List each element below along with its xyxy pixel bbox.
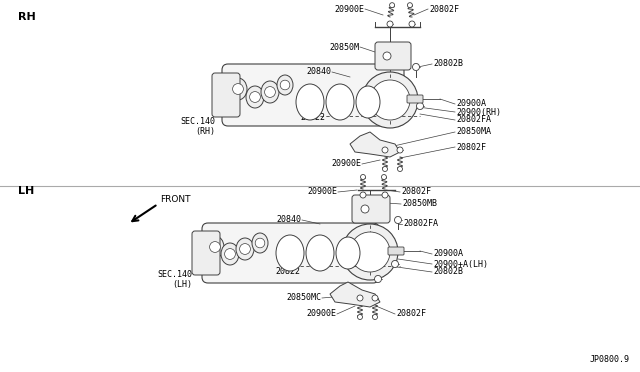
- Ellipse shape: [326, 84, 354, 120]
- FancyBboxPatch shape: [192, 231, 220, 275]
- Circle shape: [350, 232, 390, 272]
- Ellipse shape: [221, 243, 239, 265]
- Text: 20802F: 20802F: [456, 142, 486, 151]
- Ellipse shape: [229, 78, 247, 100]
- Ellipse shape: [356, 86, 380, 118]
- Circle shape: [387, 21, 393, 27]
- Circle shape: [417, 103, 424, 109]
- Text: 20850MA: 20850MA: [456, 128, 491, 137]
- Text: 20802B: 20802B: [433, 60, 463, 68]
- FancyBboxPatch shape: [375, 42, 411, 70]
- Text: 20850MB: 20850MB: [402, 199, 437, 208]
- Text: SEC.140
(LH): SEC.140 (LH): [157, 270, 192, 289]
- Circle shape: [225, 248, 236, 259]
- Text: 20900E: 20900E: [306, 310, 336, 318]
- Circle shape: [383, 52, 391, 60]
- Text: SEC.140
(RH): SEC.140 (RH): [180, 117, 215, 137]
- Text: 20802F: 20802F: [396, 310, 426, 318]
- Circle shape: [361, 205, 369, 213]
- Circle shape: [383, 167, 387, 171]
- FancyBboxPatch shape: [222, 64, 404, 126]
- Text: 20802FA: 20802FA: [456, 115, 491, 125]
- Text: 20900+A(LH): 20900+A(LH): [433, 260, 488, 269]
- Circle shape: [360, 192, 366, 198]
- Circle shape: [381, 174, 387, 180]
- Text: 20900E: 20900E: [307, 187, 337, 196]
- Polygon shape: [350, 132, 400, 157]
- Text: 20850MC: 20850MC: [286, 294, 321, 302]
- Circle shape: [409, 21, 415, 27]
- Circle shape: [255, 238, 265, 248]
- Ellipse shape: [336, 237, 360, 269]
- Text: 20840: 20840: [276, 215, 301, 224]
- Text: FRONT: FRONT: [160, 195, 191, 203]
- Circle shape: [394, 217, 401, 224]
- Circle shape: [372, 314, 378, 320]
- Text: RH: RH: [18, 12, 36, 22]
- Circle shape: [362, 72, 418, 128]
- Text: 20802F: 20802F: [401, 187, 431, 196]
- Text: 20802B: 20802B: [433, 267, 463, 276]
- Circle shape: [374, 276, 381, 282]
- Circle shape: [397, 167, 403, 171]
- Text: 20822: 20822: [300, 112, 325, 122]
- Ellipse shape: [277, 75, 293, 95]
- Ellipse shape: [206, 236, 224, 258]
- Circle shape: [370, 80, 410, 120]
- Circle shape: [413, 64, 419, 71]
- Circle shape: [372, 295, 378, 301]
- Circle shape: [360, 174, 365, 180]
- Text: 20900E: 20900E: [334, 4, 364, 13]
- Circle shape: [382, 147, 388, 153]
- Text: 20900(RH): 20900(RH): [456, 108, 501, 116]
- Circle shape: [210, 241, 220, 252]
- Ellipse shape: [236, 238, 254, 260]
- FancyBboxPatch shape: [202, 223, 379, 283]
- FancyBboxPatch shape: [407, 95, 423, 103]
- Text: 20900A: 20900A: [433, 250, 463, 259]
- Text: JP0800.9: JP0800.9: [590, 355, 630, 364]
- Circle shape: [239, 244, 250, 254]
- Text: 20850M: 20850M: [329, 42, 359, 51]
- Text: 20822: 20822: [275, 267, 300, 276]
- Text: LH: LH: [18, 186, 35, 196]
- Circle shape: [382, 192, 388, 198]
- Circle shape: [280, 80, 290, 90]
- Ellipse shape: [306, 235, 334, 271]
- Circle shape: [397, 147, 403, 153]
- Ellipse shape: [252, 233, 268, 253]
- Circle shape: [264, 87, 275, 97]
- Circle shape: [342, 224, 398, 280]
- Ellipse shape: [261, 81, 279, 103]
- Circle shape: [358, 314, 362, 320]
- Circle shape: [408, 3, 412, 8]
- Text: 20802F: 20802F: [429, 4, 459, 13]
- FancyBboxPatch shape: [352, 195, 390, 223]
- Circle shape: [392, 260, 399, 267]
- Text: 20840: 20840: [306, 67, 331, 77]
- Circle shape: [357, 295, 363, 301]
- Circle shape: [232, 84, 243, 94]
- Circle shape: [390, 3, 395, 8]
- Text: 20900E: 20900E: [331, 160, 361, 169]
- FancyBboxPatch shape: [388, 247, 404, 255]
- Ellipse shape: [296, 84, 324, 120]
- Circle shape: [250, 92, 260, 102]
- Ellipse shape: [246, 86, 264, 108]
- Text: 20802FA: 20802FA: [403, 219, 438, 228]
- Polygon shape: [330, 282, 380, 307]
- Text: 20900A: 20900A: [456, 99, 486, 109]
- Ellipse shape: [276, 235, 304, 271]
- FancyBboxPatch shape: [212, 73, 240, 117]
